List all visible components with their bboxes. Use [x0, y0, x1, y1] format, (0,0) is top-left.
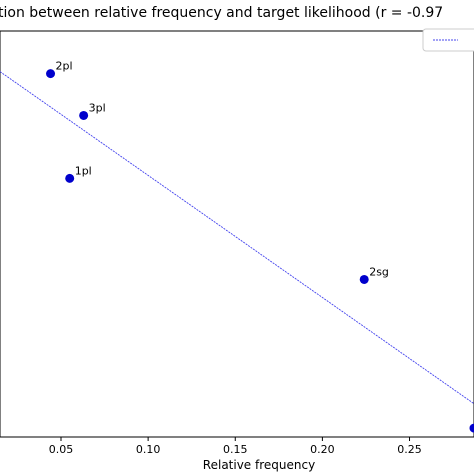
chart-title: tion between relative frequency and targ…	[0, 5, 443, 21]
point-label-3pl: 3pl	[89, 101, 106, 114]
x-axis: 0.05 0.10 0.15 0.20 0.25	[49, 437, 422, 456]
legend	[422, 28, 474, 52]
points-layer: 2pl 3pl 1pl 2sg	[46, 60, 474, 433]
data-point-3pl	[79, 110, 89, 120]
x-tick-label: 0.20	[310, 443, 335, 456]
x-tick-label: 0.05	[49, 443, 74, 456]
x-tick-label: 0.15	[223, 443, 248, 456]
x-tick-label: 0.25	[397, 443, 422, 456]
trendline	[0, 71, 474, 405]
point-label-1pl: 1pl	[75, 164, 92, 177]
point-label-2pl: 2pl	[56, 60, 73, 73]
point-label-2sg: 2sg	[369, 265, 389, 278]
data-point-1pl	[65, 173, 75, 183]
x-tick-label: 0.10	[136, 443, 161, 456]
x-axis-title: Relative frequency	[203, 458, 315, 472]
data-point-2pl	[46, 69, 56, 79]
data-point-2sg	[359, 274, 369, 284]
plot-area-frame	[0, 30, 474, 438]
data-point-unlabeled	[469, 423, 474, 433]
trendline-layer	[0, 71, 474, 405]
